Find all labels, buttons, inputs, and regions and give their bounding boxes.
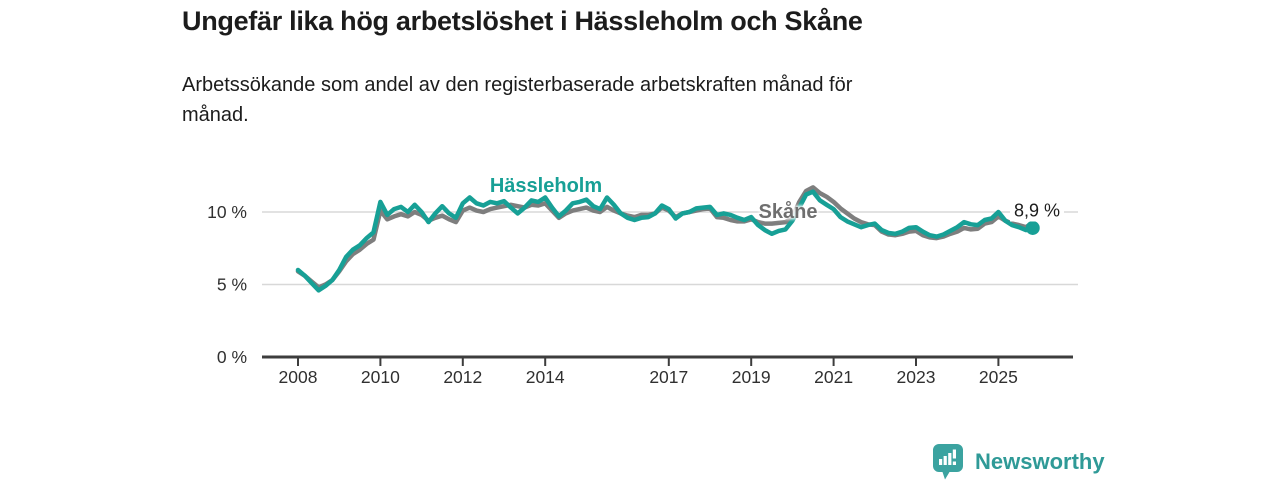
y-tick-label: 10 %	[207, 202, 247, 222]
x-tick-label: 2012	[443, 367, 482, 387]
x-tick-label: 2021	[814, 367, 853, 387]
series-line-hassleholm	[295, 189, 1035, 293]
x-tick-label: 2025	[979, 367, 1018, 387]
x-tick-label: 2019	[732, 367, 771, 387]
x-tick-label: 2008	[279, 367, 318, 387]
series-end-dot	[1025, 220, 1040, 235]
series-label-hassleholm: Hässleholm	[489, 175, 603, 197]
y-tick-label: 0 %	[217, 347, 247, 367]
latest-value-label: 8,9 %	[1009, 200, 1065, 222]
y-tick-label: 5 %	[217, 275, 247, 295]
x-tick-label: 2017	[649, 367, 688, 387]
newsworthy-logo-icon	[933, 444, 963, 480]
brand-footer[interactable]: Newsworthy	[932, 443, 1105, 480]
chart-title: Ungefär lika hög arbetslöshet i Hässleho…	[182, 6, 863, 36]
chart-subtitle: Arbetssökande som andel av den registerb…	[182, 74, 853, 126]
brand-name: Newsworthy	[975, 448, 1105, 474]
x-tick-label: 2014	[526, 367, 565, 387]
series-label-skane: Skåne	[758, 201, 818, 223]
x-tick-label: 2010	[361, 367, 400, 387]
x-tick-label: 2023	[897, 367, 936, 387]
series-line-skane	[295, 185, 1035, 290]
